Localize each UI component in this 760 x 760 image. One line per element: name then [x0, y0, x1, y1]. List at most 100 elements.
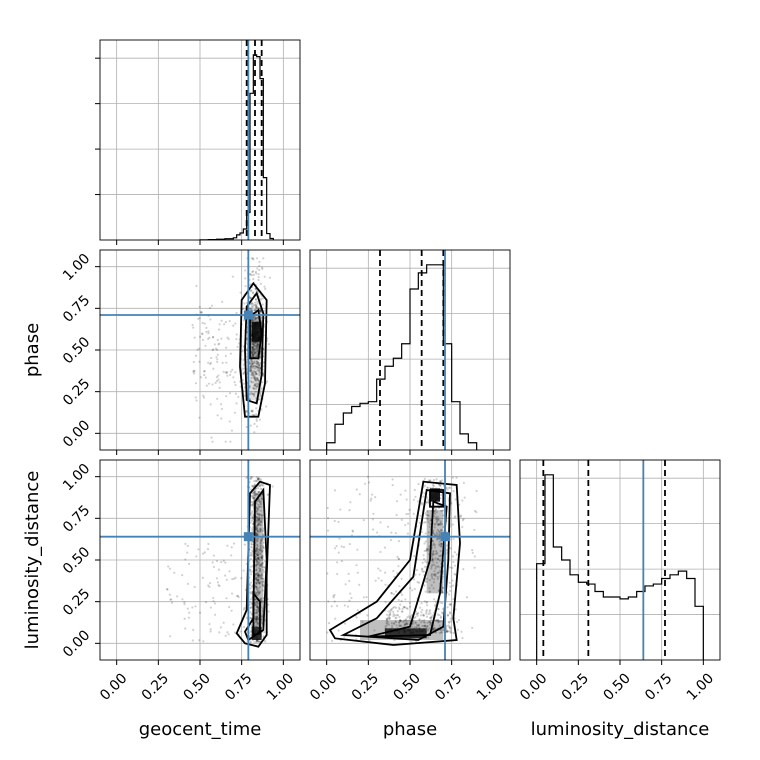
sample-point [260, 518, 264, 521]
sample-point [453, 573, 456, 576]
sample-point [433, 563, 436, 566]
sample-point [233, 577, 236, 580]
sample-point [431, 544, 434, 547]
sample-point [216, 353, 219, 356]
sample-point [425, 626, 428, 629]
sample-point [258, 370, 261, 373]
sample-point [250, 370, 253, 373]
sample-point [394, 532, 397, 535]
sample-point [426, 518, 429, 521]
sample-point [437, 621, 440, 624]
sample-point [393, 614, 396, 617]
sample-point [257, 487, 260, 490]
sample-point [256, 559, 259, 562]
sample-point [366, 614, 369, 617]
sample-point [244, 277, 247, 280]
sample-point [356, 548, 359, 551]
sample-point [186, 607, 189, 610]
sample-point [255, 592, 258, 595]
sample-point [448, 625, 451, 628]
sample-point [256, 526, 259, 530]
sample-point [253, 641, 256, 644]
sample-point [265, 405, 268, 408]
sample-point [265, 380, 269, 383]
sample-point [262, 257, 265, 260]
sample-point [251, 522, 255, 525]
sample-point [259, 530, 262, 533]
sample-point [245, 425, 248, 429]
sample-point [250, 391, 253, 394]
sample-point [194, 354, 198, 357]
sample-point [251, 484, 254, 487]
sample-point [434, 631, 437, 634]
sample-point [202, 396, 206, 399]
sample-point [250, 519, 253, 522]
sample-point [260, 502, 263, 505]
sample-point [442, 526, 445, 529]
sample-point [252, 369, 255, 373]
sample-point [255, 582, 258, 585]
sample-point [389, 609, 392, 612]
sample-point [449, 486, 452, 489]
sample-point [242, 569, 245, 572]
sample-point [251, 354, 254, 358]
sample-point [168, 593, 172, 596]
sample-point [407, 619, 410, 622]
sample-point [253, 483, 257, 486]
sample-point [388, 617, 391, 620]
sample-point [256, 602, 259, 605]
sample-point [377, 577, 380, 580]
sample-point [435, 510, 438, 514]
sample-point [254, 367, 257, 370]
sample-point [436, 519, 439, 523]
sample-point [264, 287, 267, 291]
sample-point [252, 374, 255, 377]
sample-point [254, 617, 257, 621]
sample-point [188, 611, 191, 614]
sample-point [255, 419, 258, 423]
sample-point [255, 560, 258, 563]
sample-point [233, 411, 237, 414]
sample-point [398, 624, 401, 627]
sample-point [436, 538, 439, 541]
sample-point [250, 510, 254, 513]
sample-point [436, 522, 439, 525]
sample-point [251, 348, 254, 351]
sample-point [252, 361, 256, 364]
sample-point [406, 616, 409, 619]
sample-point [211, 440, 214, 443]
sample-point [186, 551, 189, 554]
sample-point [258, 570, 261, 573]
sample-point [425, 513, 428, 516]
sample-point [258, 491, 261, 494]
sample-point [403, 622, 407, 625]
sample-point [262, 545, 265, 548]
sample-point [254, 317, 257, 320]
sample-point [254, 601, 257, 604]
sample-point [258, 484, 261, 487]
sample-point [253, 497, 256, 500]
sample-point [252, 350, 255, 353]
sample-point [229, 352, 232, 355]
sample-point [392, 622, 396, 625]
sample-point [425, 608, 428, 612]
sample-point [260, 319, 263, 323]
sample-point [255, 348, 259, 351]
sample-point [449, 602, 452, 606]
sample-point [454, 515, 457, 518]
sample-point [459, 515, 462, 518]
sample-point [261, 303, 264, 306]
sample-point [340, 559, 343, 563]
sample-point [362, 519, 365, 522]
sample-point [449, 585, 452, 588]
sample-point [257, 366, 260, 369]
sample-point [254, 557, 257, 560]
sample-point [400, 610, 404, 613]
sample-point [256, 377, 259, 380]
sample-point [256, 524, 259, 527]
sample-point [266, 493, 269, 496]
sample-point [255, 492, 258, 495]
sample-point [390, 608, 393, 611]
sample-point [400, 624, 403, 627]
sample-point [256, 601, 259, 604]
